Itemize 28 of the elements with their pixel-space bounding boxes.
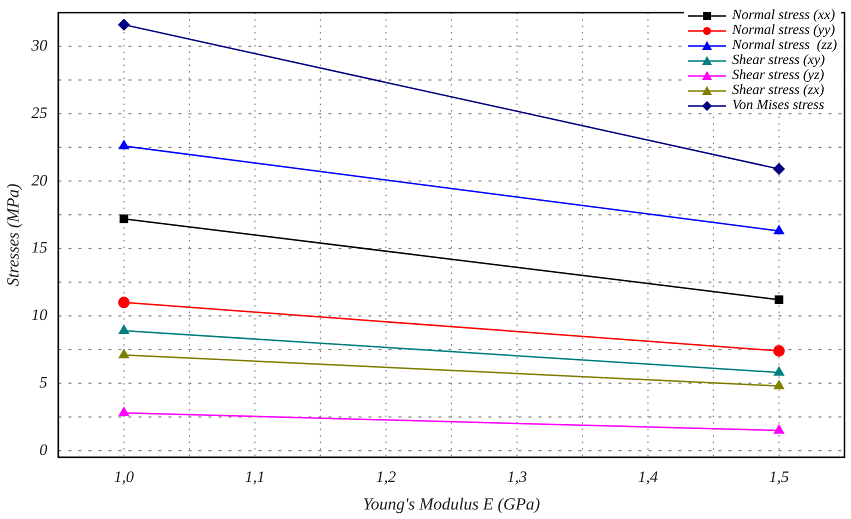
x-tick-label: 1,5 xyxy=(768,469,789,486)
point xyxy=(773,163,785,175)
legend-label: Normal stress (zz) xyxy=(732,38,837,53)
y-tick-label: 5 xyxy=(39,374,48,392)
y-tick-label: 10 xyxy=(31,307,48,324)
legend-label: Normal stress (xx) xyxy=(732,8,836,23)
x-tick-label: 1,2 xyxy=(376,469,396,486)
y-tick-label: 30 xyxy=(30,38,48,54)
y-tick-label: 15 xyxy=(31,240,48,257)
legend-label: Shear stress (zx) xyxy=(732,83,824,98)
legend-label: Shear stress (yz) xyxy=(732,68,824,83)
x-tick-label: 1,0 xyxy=(114,469,134,486)
x-tick-label: 1,1 xyxy=(244,469,265,486)
x-tick-label: 1,4 xyxy=(638,469,658,486)
x-axis-title: Young's Modulus E (GPa) xyxy=(362,494,540,514)
point xyxy=(118,18,130,30)
y-tick-label: 20 xyxy=(31,172,48,190)
legend-label: Normal stress (yy) xyxy=(732,23,836,38)
point xyxy=(774,295,784,304)
point xyxy=(773,345,785,357)
point xyxy=(118,296,130,308)
y-axis-title: Stresses (MPa) xyxy=(4,183,23,286)
point xyxy=(120,214,128,224)
legend-label: Von Mises stress xyxy=(732,98,824,113)
y-tick-label: 25 xyxy=(31,104,48,122)
y-tick-label: 0 xyxy=(39,442,48,459)
legend-label: Shear stress (xy) xyxy=(732,53,825,68)
x-tick-label: 1,3 xyxy=(506,469,527,486)
